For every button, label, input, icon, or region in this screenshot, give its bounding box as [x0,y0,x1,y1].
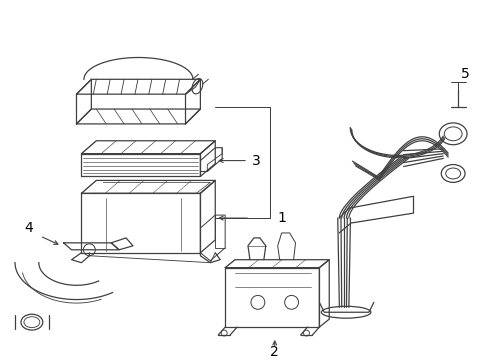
Text: 1: 1 [277,211,286,225]
Text: 5: 5 [460,67,469,81]
Text: 2: 2 [269,345,278,359]
Text: 3: 3 [251,154,260,168]
Text: 4: 4 [24,221,33,235]
